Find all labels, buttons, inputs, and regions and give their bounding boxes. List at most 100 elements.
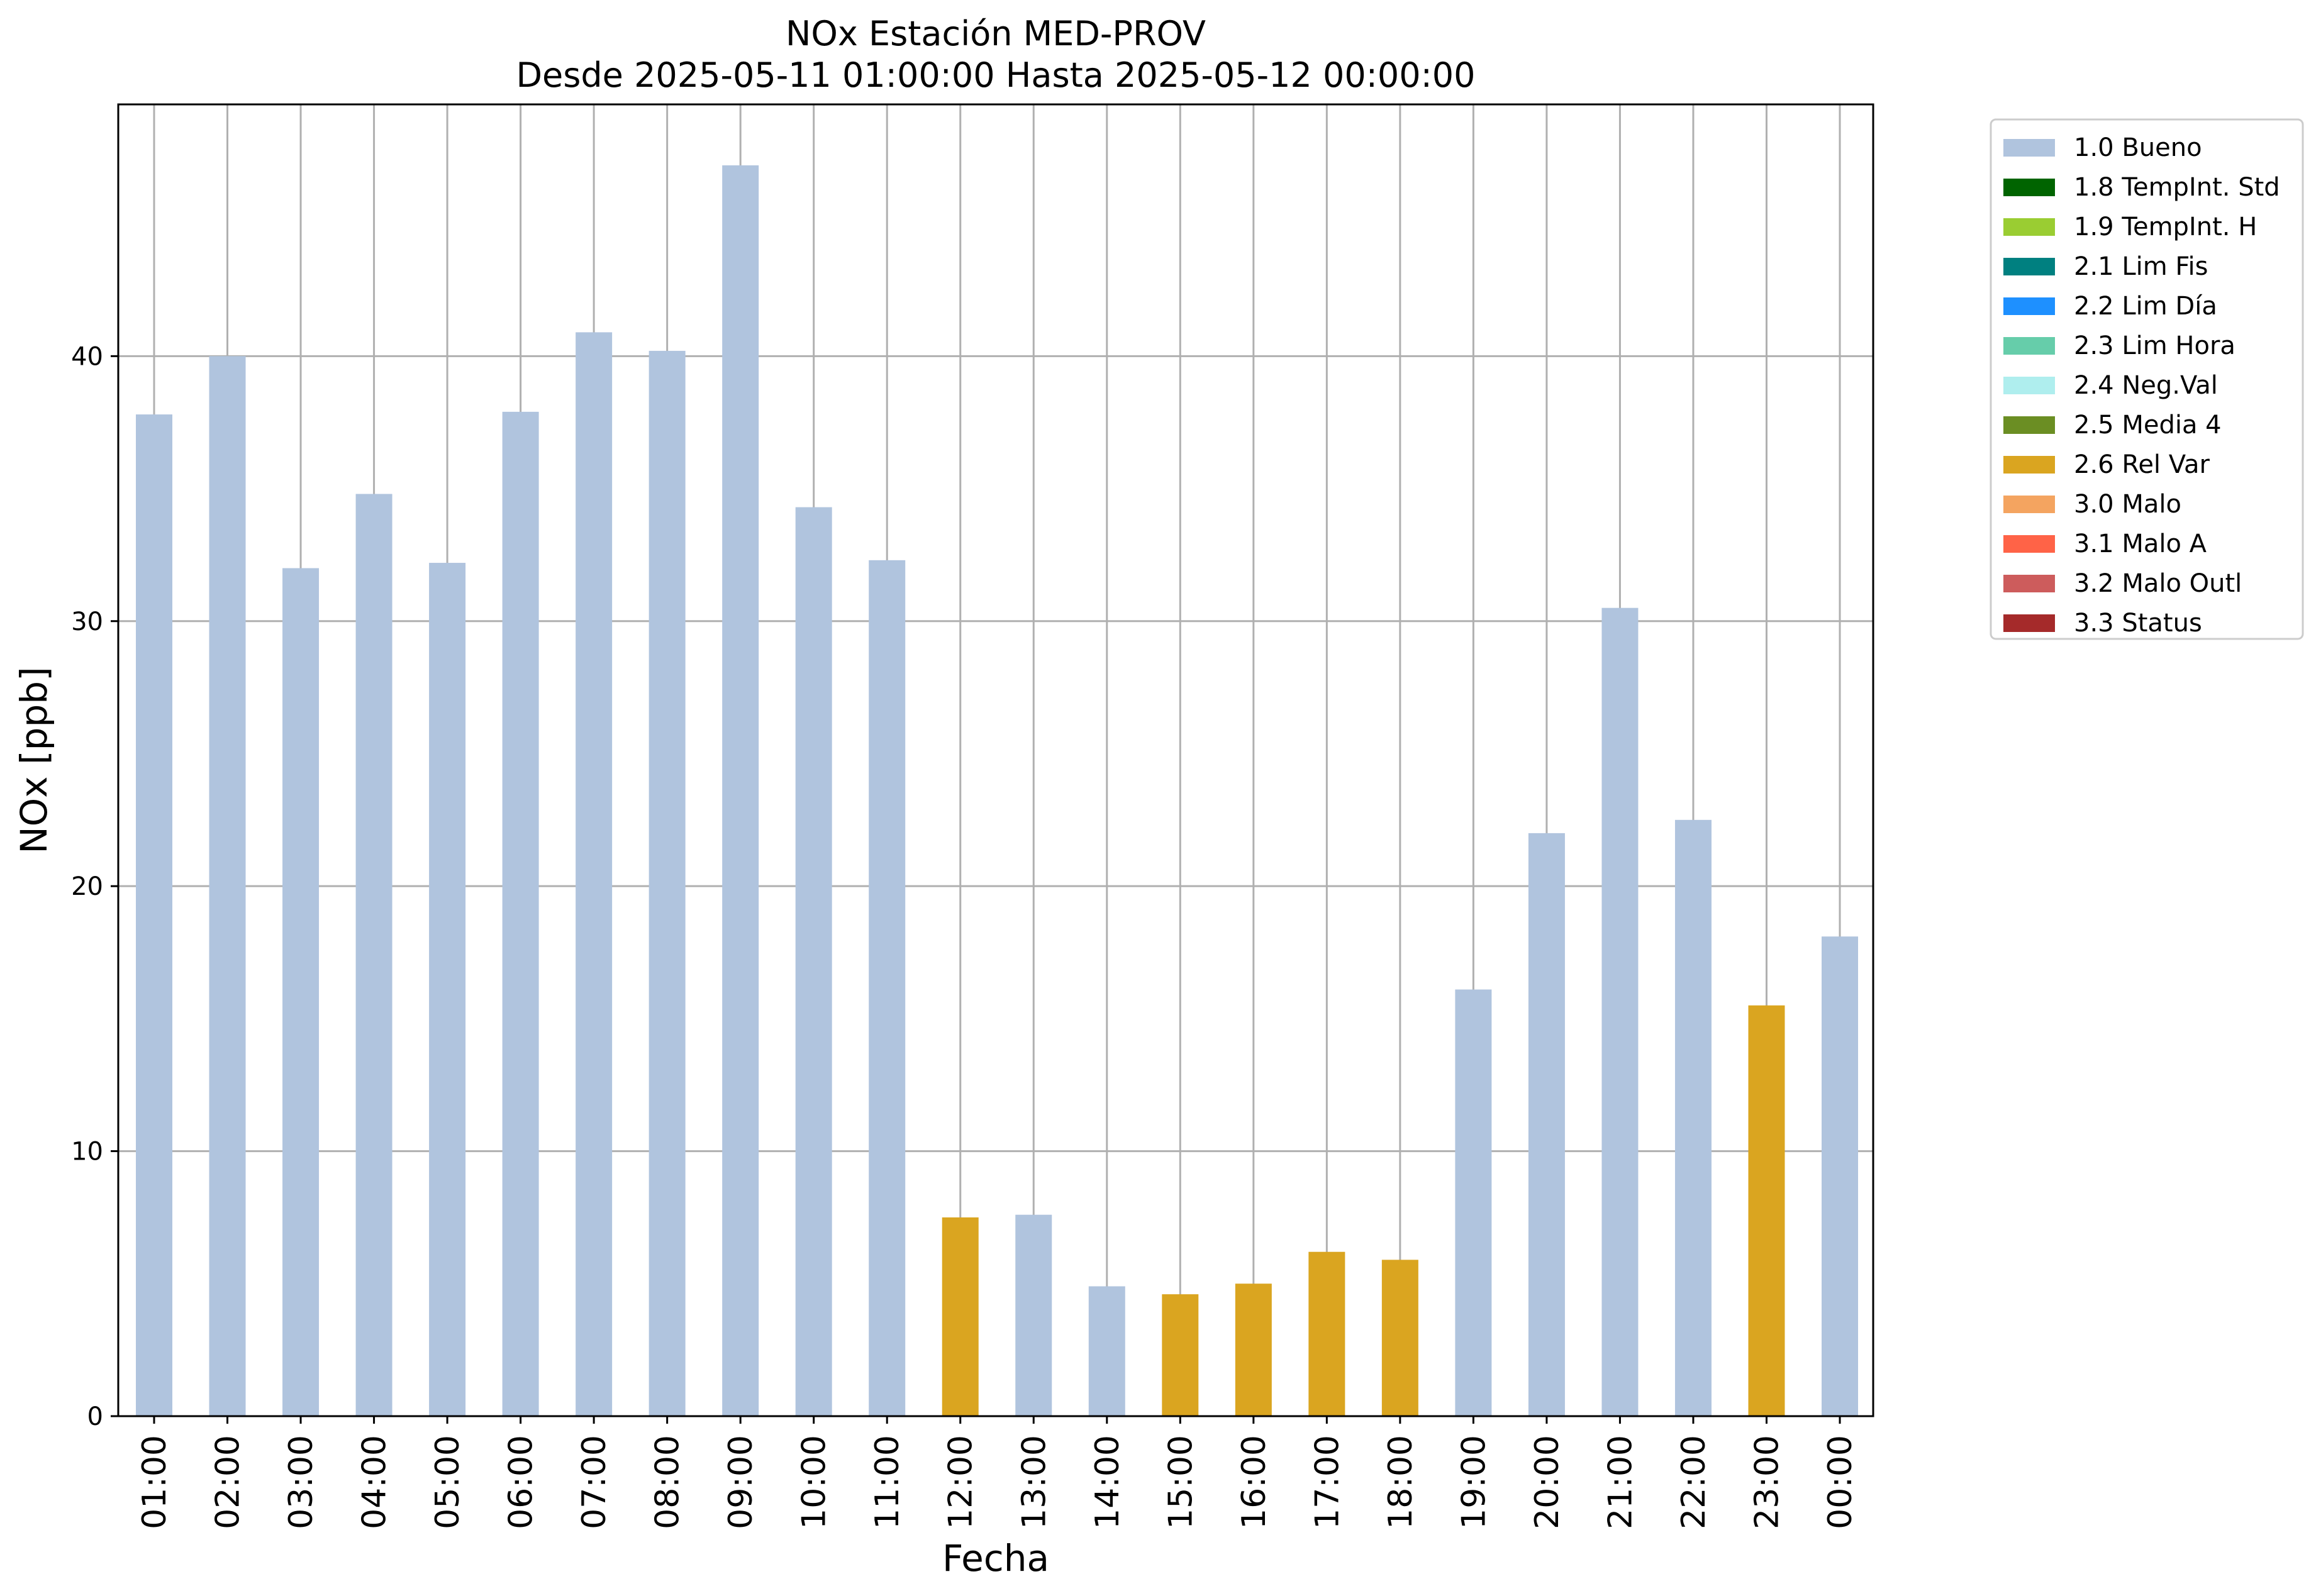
y-tick-label: 20 [71, 872, 103, 901]
bar-1700 [1308, 1251, 1345, 1416]
bar-1200 [942, 1217, 979, 1416]
legend-item: 2.1 Lim Fis [2003, 252, 2208, 281]
bar-0300 [282, 568, 320, 1416]
bar-1900 [1455, 989, 1492, 1416]
legend-label: 3.3 Status [2074, 609, 2202, 638]
x-tick-label: 01:00 [136, 1435, 174, 1529]
legend-items: 1.0 Bueno 1.8 TempInt. Std 1.9 TempInt. H 2… [2003, 133, 2280, 638]
x-tick-label: 05:00 [429, 1435, 467, 1529]
bar-0000 [1822, 936, 1858, 1416]
legend-label: 2.1 Lim Fis [2074, 252, 2208, 281]
legend-item: 1.8 TempInt. Std [2003, 173, 2280, 202]
legend-item: 3.3 Status [2003, 609, 2202, 638]
legend-swatch [2003, 535, 2055, 553]
y-axis-ticks: 0 10 20 30 40 [71, 342, 118, 1431]
bars [136, 165, 1858, 1417]
bar-1000 [795, 507, 832, 1416]
legend-swatch [2003, 377, 2055, 394]
bar-1500 [1162, 1294, 1199, 1416]
x-tick-label: 20:00 [1528, 1435, 1566, 1529]
legend-swatch [2003, 416, 2055, 434]
legend-label: 2.4 Neg.Val [2074, 371, 2218, 400]
legend-swatch [2003, 218, 2055, 236]
legend: 1.0 Bueno 1.8 TempInt. Std 1.9 TempInt. H 2… [1990, 118, 2304, 640]
bar-2300 [1748, 1005, 1785, 1416]
x-tick-label: 00:00 [1822, 1435, 1859, 1529]
legend-label: 2.2 Lim Día [2074, 292, 2217, 321]
legend-label: 2.5 Media 4 [2074, 411, 2222, 440]
legend-swatch [2003, 139, 2055, 157]
bar-2200 [1674, 819, 1712, 1416]
x-tick-label: 03:00 [282, 1435, 320, 1529]
legend-label: 3.0 Malo [2074, 490, 2181, 519]
x-tick-label: 07:00 [576, 1435, 613, 1529]
x-tick-label: 22:00 [1675, 1435, 1713, 1529]
legend-label: 3.1 Malo A [2074, 529, 2207, 558]
bar-0400 [355, 494, 392, 1416]
legend-item: 2.3 Lim Hora [2003, 331, 2235, 360]
legend-label: 1.8 TempInt. Std [2074, 173, 2280, 202]
bar-1400 [1088, 1286, 1125, 1416]
x-tick-label: 23:00 [1748, 1435, 1786, 1529]
legend-item: 2.5 Media 4 [2003, 411, 2222, 440]
bar-0900 [722, 165, 759, 1416]
legend-swatch [2003, 258, 2055, 275]
bar-1800 [1381, 1260, 1418, 1416]
x-tick-label: 18:00 [1382, 1435, 1420, 1529]
legend-item: 2.4 Neg.Val [2003, 371, 2218, 400]
legend-item: 3.0 Malo [2003, 490, 2181, 519]
legend-swatch [2003, 297, 2055, 315]
legend-box [1990, 118, 2304, 640]
bar-0500 [429, 563, 466, 1417]
legend-label: 2.3 Lim Hora [2074, 331, 2235, 360]
y-tick-label: 40 [71, 342, 103, 371]
bar-1100 [869, 560, 906, 1417]
legend-item: 2.6 Rel Var [2003, 450, 2210, 479]
legend-item: 3.2 Malo Outl [2003, 569, 2242, 598]
x-tick-label: 10:00 [796, 1435, 833, 1529]
legend-swatch [2003, 456, 2055, 474]
plot-frame [117, 103, 1874, 1417]
y-tick-label: 0 [87, 1402, 103, 1431]
x-tick-label: 11:00 [869, 1435, 906, 1529]
y-axis-label: NOx [ppb] [13, 667, 55, 854]
legend-swatch [2003, 179, 2055, 196]
x-tick-label: 02:00 [209, 1435, 247, 1529]
x-tick-label: 21:00 [1601, 1435, 1639, 1529]
legend-item: 1.0 Bueno [2003, 133, 2202, 162]
chart-subtitle: Desde 2025-05-11 01:00:00 Hasta 2025-05-… [516, 55, 1475, 95]
bar-0200 [209, 356, 246, 1416]
bar-0600 [502, 411, 539, 1417]
legend-swatch [2003, 614, 2055, 632]
legend-label: 1.9 TempInt. H [2074, 213, 2257, 241]
x-tick-label: 13:00 [1015, 1435, 1053, 1529]
legend-item: 3.1 Malo A [2003, 529, 2207, 558]
x-tick-label: 09:00 [722, 1435, 760, 1529]
x-axis-ticks: 01:00 02:00 03:00 04:00 05:00 06:00 07:00 08:00… [136, 1416, 1859, 1529]
legend-swatch [2003, 496, 2055, 513]
y-tick-label: 30 [71, 607, 103, 636]
chart-title: NOx Estación MED-PROV [786, 14, 1206, 53]
bar-1600 [1235, 1283, 1272, 1416]
x-tick-label: 16:00 [1235, 1435, 1273, 1529]
bar-0100 [136, 414, 172, 1416]
x-tick-label: 19:00 [1455, 1435, 1493, 1529]
legend-label: 2.6 Rel Var [2074, 450, 2210, 479]
x-tick-label: 17:00 [1308, 1435, 1346, 1529]
x-tick-label: 06:00 [503, 1435, 540, 1529]
bar-1300 [1015, 1214, 1052, 1416]
x-axis-label: Fecha [942, 1537, 1049, 1580]
bar-0800 [649, 350, 686, 1416]
x-tick-label: 12:00 [942, 1435, 980, 1529]
y-tick-label: 10 [71, 1138, 103, 1167]
legend-label: 3.2 Malo Outl [2074, 569, 2242, 598]
legend-item: 2.2 Lim Día [2003, 292, 2217, 321]
x-tick-label: 04:00 [356, 1435, 394, 1529]
x-tick-label: 14:00 [1089, 1435, 1127, 1529]
legend-swatch [2003, 575, 2055, 592]
legend-label: 1.0 Bueno [2074, 133, 2202, 162]
legend-item: 1.9 TempInt. H [2003, 213, 2257, 241]
